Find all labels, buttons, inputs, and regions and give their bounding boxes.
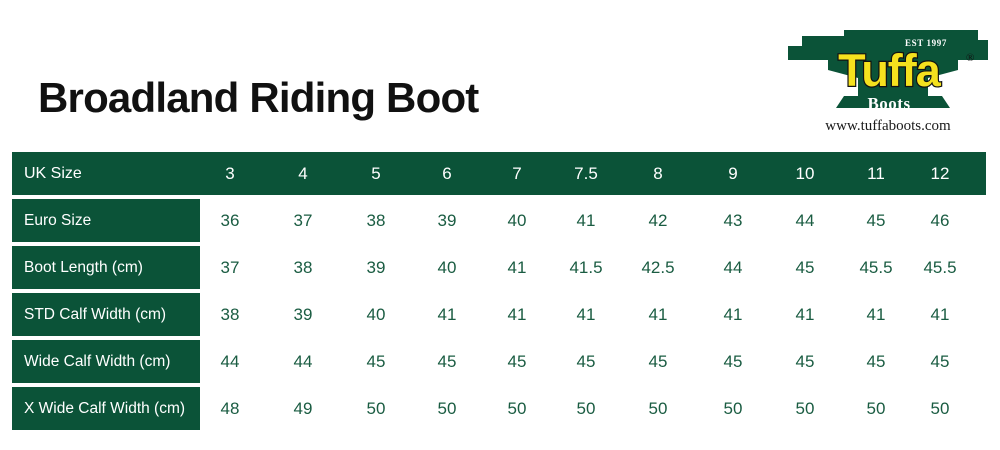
table-cell: 38 (366, 211, 386, 230)
table-cell: 50 (795, 399, 815, 418)
table-cell: 50 (366, 399, 386, 418)
page-title: Broadland Riding Boot (38, 74, 479, 121)
table-cell: 41 (723, 305, 743, 324)
table-cell: 36 (220, 211, 240, 230)
table-cell: 4 (298, 164, 308, 183)
table-cell: 39 (293, 305, 313, 324)
table-cell: 7.5 (574, 164, 598, 183)
registered-trademark-icon: ® (966, 52, 975, 64)
table-cell: 10 (795, 164, 815, 183)
table-cell: 45.5 (923, 258, 957, 277)
table-cell: 42 (648, 211, 668, 230)
table-cell: 50 (866, 399, 886, 418)
table-cell: 45 (437, 352, 457, 371)
anvil-logo-icon (788, 30, 988, 108)
table-cell: 50 (648, 399, 668, 418)
table-cell: 40 (366, 305, 386, 324)
table-row: STD Calf Width (cm) 38 39 40 41 41 41 41 41 41 41… (12, 293, 986, 336)
table-cell: 37 (293, 211, 313, 230)
table-cell: 6 (442, 164, 452, 183)
logo-est-text: EST 1997 (905, 38, 947, 48)
table-cell: 37 (220, 258, 240, 277)
table-cell: 38 (220, 305, 240, 324)
row-cells: 37 38 39 40 41 41.5 42.5 44 45 45.5 45.5 (12, 246, 986, 289)
row-cells: 44 44 45 45 45 45 45 45 45 45 45 (12, 340, 986, 383)
table-cell: 41 (507, 305, 527, 324)
table-cell: 50 (507, 399, 527, 418)
table-cell: 45 (576, 352, 596, 371)
row-label: STD Calf Width (cm) (12, 293, 200, 336)
table-cell: 46 (930, 211, 950, 230)
logo-wordmark: Tuffa (837, 45, 942, 96)
table-cell: 5 (371, 164, 381, 183)
row-label: Boot Length (cm) (12, 246, 200, 289)
table-cell: 7 (512, 164, 522, 183)
row-cells: 38 39 40 41 41 41 41 41 41 41 41 (12, 293, 986, 336)
table-row: X Wide Calf Width (cm) 48 49 50 50 50 50 50 50 5… (12, 387, 986, 430)
table-cell: 41 (866, 305, 886, 324)
table-cell: 45 (866, 211, 886, 230)
table-cell: 41 (507, 258, 527, 277)
table-cell: 41.5 (569, 258, 603, 277)
table-cell: 45 (507, 352, 527, 371)
logo-website-url: www.tuffaboots.com (825, 118, 951, 134)
table-cell: 40 (507, 211, 527, 230)
table-cell: 44 (293, 352, 313, 371)
table-row: Euro Size 36 37 38 39 40 41 42 43 44 45 46 (12, 199, 986, 242)
table-cell: 45 (795, 258, 815, 277)
logo-subtitle: Boots (867, 94, 911, 113)
table-cell: 41 (795, 305, 815, 324)
row-label: X Wide Calf Width (cm) (12, 387, 200, 430)
table-cell: 41 (437, 305, 457, 324)
table-cell: 41 (576, 211, 596, 230)
table-cell: 49 (293, 399, 313, 418)
table-header-label: UK Size (12, 152, 986, 195)
table-row: Wide Calf Width (cm) 44 44 45 45 45 45 45 45 45 4… (12, 340, 986, 383)
table-cell: 45 (795, 352, 815, 371)
table-cell: 39 (437, 211, 457, 230)
table-cell: 44 (220, 352, 240, 371)
table-cell: 41 (648, 305, 668, 324)
tuffa-boots-logo: EST 1997 Tuffa ® Boots www.tuffaboots.co… (782, 26, 994, 138)
table-header-row: UK Size 3 4 5 6 7 7.5 8 9 10 11 12 (12, 152, 986, 195)
table-cell: 41 (930, 305, 950, 324)
table-header-cells: 3 4 5 6 7 7.5 8 9 10 11 12 (12, 152, 986, 195)
table-cell: 44 (795, 211, 815, 230)
table-cell: 50 (723, 399, 743, 418)
table-cell: 3 (225, 164, 235, 183)
table-cell: 8 (653, 164, 663, 183)
table-cell: 45 (723, 352, 743, 371)
table-cell: 48 (220, 399, 240, 418)
table-cell: 50 (930, 399, 950, 418)
row-cells: 36 37 38 39 40 41 42 43 44 45 46 (12, 199, 986, 242)
table-cell: 41 (576, 305, 596, 324)
table-cell: 12 (930, 164, 950, 183)
table-cell: 45.5 (859, 258, 893, 277)
table-cell: 44 (723, 258, 743, 277)
table-cell: 40 (437, 258, 457, 277)
table-cell: 45 (866, 352, 886, 371)
table-cell: 45 (930, 352, 950, 371)
table-cell: 38 (293, 258, 313, 277)
table-cell: 45 (648, 352, 668, 371)
size-chart-table: UK Size 3 4 5 6 7 7.5 8 9 10 11 12 Euro Size 36 37 3… (12, 152, 986, 430)
row-label: Wide Calf Width (cm) (12, 340, 200, 383)
table-cell: 50 (437, 399, 457, 418)
table-cell: 11 (867, 164, 885, 183)
table-cell: 50 (576, 399, 596, 418)
table-cell: 39 (366, 258, 386, 277)
table-cell: 42.5 (641, 258, 675, 277)
table-cell: 9 (728, 164, 738, 183)
row-cells: 48 49 50 50 50 50 50 50 50 50 50 (12, 387, 986, 430)
table-cell: 43 (723, 211, 743, 230)
row-label: Euro Size (12, 199, 200, 242)
table-cell: 45 (366, 352, 386, 371)
table-row: Boot Length (cm) 37 38 39 40 41 41.5 42.5 44 45 4… (12, 246, 986, 289)
